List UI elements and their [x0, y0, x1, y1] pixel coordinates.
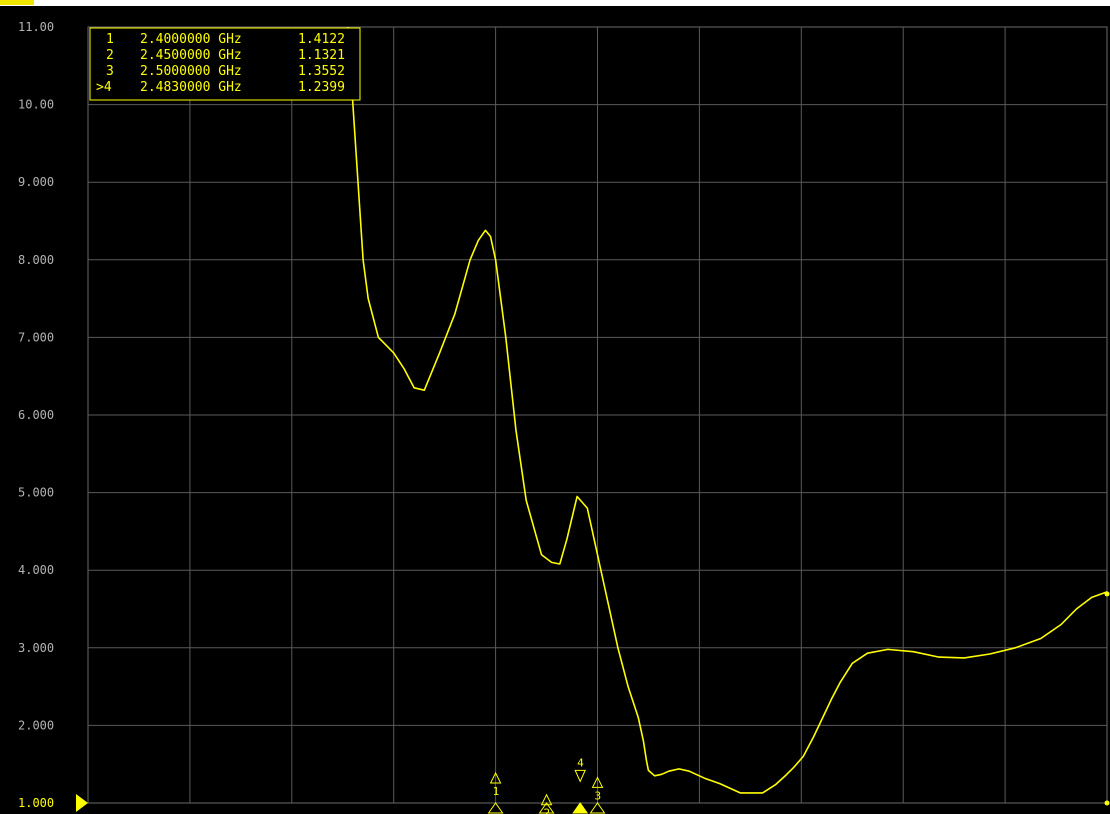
marker-row-label: >4: [96, 80, 112, 95]
marker-1-axis-triangle[interactable]: [487, 802, 504, 814]
reference-level-arrow[interactable]: [76, 794, 88, 812]
y-tick-label: 2.000: [18, 718, 54, 732]
trace-end-marker-bottom: [1104, 800, 1110, 806]
marker-3-triangle[interactable]: [591, 776, 604, 788]
y-tick-label: 10.00: [18, 98, 54, 112]
marker-row-freq: 2.4000000 GHz: [140, 32, 242, 47]
marker-row-freq: 2.4830000 GHz: [140, 80, 242, 95]
y-tick-label: 1.000: [18, 796, 54, 810]
active-trace-indicator[interactable]: [0, 0, 34, 5]
marker-row-label: 1: [106, 32, 114, 47]
y-tick-label: 4.000: [18, 563, 54, 577]
marker-3-axis-triangle[interactable]: [589, 802, 606, 814]
marker-row-value: 1.3552: [298, 64, 345, 79]
y-tick-label: 8.000: [18, 253, 54, 267]
marker-row-freq: 2.4500000 GHz: [140, 48, 242, 63]
marker-2-axis-triangle[interactable]: [538, 802, 555, 814]
y-tick-label: 9.000: [18, 175, 54, 189]
marker-3-label: 3: [595, 789, 602, 802]
marker-row-label: 2: [106, 48, 114, 63]
y-tick-label: 11.00: [18, 20, 54, 34]
marker-row-value: 1.2399: [298, 80, 345, 95]
y-tick-label: 6.000: [18, 408, 54, 422]
marker-row-value: 1.1321: [298, 48, 345, 63]
active-marker-axis-triangle[interactable]: [573, 803, 588, 813]
marker-table-box: [89, 27, 361, 101]
top-status-bar: [0, 0, 1110, 6]
y-tick-label: 7.000: [18, 330, 54, 344]
y-tick-label: 3.000: [18, 641, 54, 655]
marker-row-label: 3: [106, 64, 114, 79]
marker-2-label: 2: [544, 807, 551, 814]
marker-4-label: 4: [577, 756, 584, 769]
marker-1-triangle[interactable]: [489, 771, 502, 784]
trace-line: [347, 26, 1108, 794]
marker-row-freq: 2.5000000 GHz: [140, 64, 242, 79]
marker-4-triangle[interactable]: [574, 769, 586, 783]
marker-row-value: 1.4122: [298, 32, 345, 47]
marker-1-label: 1: [493, 785, 500, 798]
marker-2-triangle[interactable]: [540, 793, 553, 806]
y-tick-label: 5.000: [18, 486, 54, 500]
trace-end-marker: [1104, 591, 1110, 597]
